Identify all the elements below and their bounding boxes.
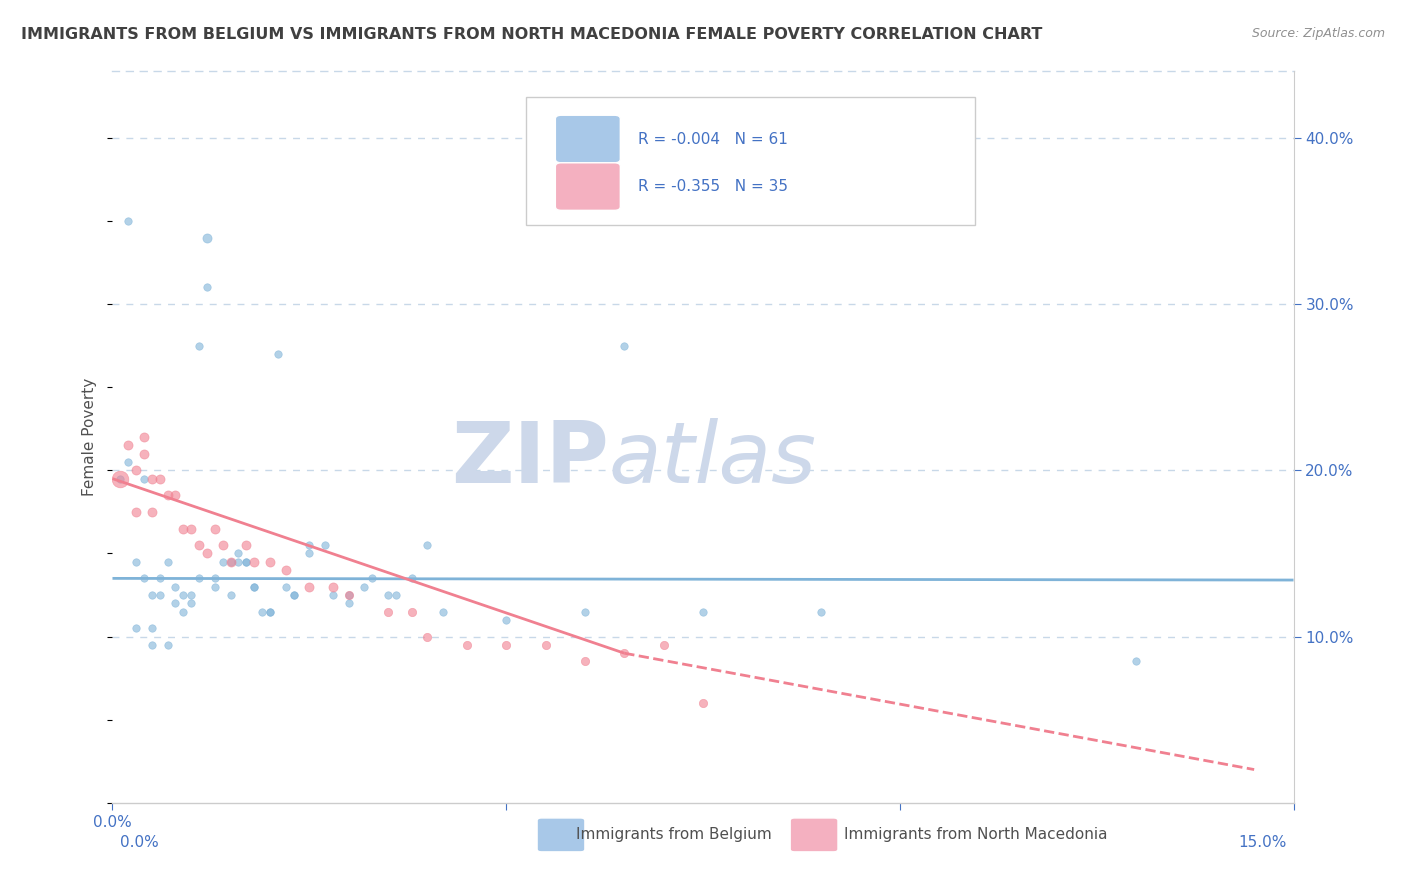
Text: IMMIGRANTS FROM BELGIUM VS IMMIGRANTS FROM NORTH MACEDONIA FEMALE POVERTY CORREL: IMMIGRANTS FROM BELGIUM VS IMMIGRANTS FR… bbox=[21, 27, 1042, 42]
Text: R = -0.355   N = 35: R = -0.355 N = 35 bbox=[638, 179, 787, 194]
FancyBboxPatch shape bbox=[555, 115, 620, 162]
Text: Source: ZipAtlas.com: Source: ZipAtlas.com bbox=[1251, 27, 1385, 40]
Text: Immigrants from Belgium: Immigrants from Belgium bbox=[576, 828, 772, 842]
Y-axis label: Female Poverty: Female Poverty bbox=[82, 378, 97, 496]
Text: atlas: atlas bbox=[609, 417, 817, 500]
Text: 15.0%: 15.0% bbox=[1239, 836, 1286, 850]
Text: Immigrants from North Macedonia: Immigrants from North Macedonia bbox=[844, 828, 1107, 842]
Text: ZIP: ZIP bbox=[451, 417, 609, 500]
FancyBboxPatch shape bbox=[526, 97, 974, 225]
Text: 0.0%: 0.0% bbox=[120, 836, 159, 850]
FancyBboxPatch shape bbox=[555, 162, 620, 211]
Text: R = -0.004   N = 61: R = -0.004 N = 61 bbox=[638, 131, 787, 146]
